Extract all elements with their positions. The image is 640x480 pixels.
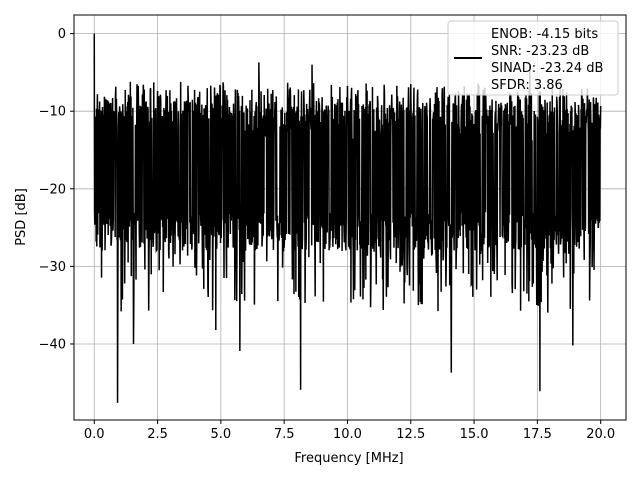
legend: ENOB: -4.15 bits SNR: -23.23 dB SINAD: -…: [447, 20, 619, 96]
x-tick-label: 7.5: [274, 427, 295, 442]
plot-frame: [73, 14, 627, 421]
y-axis-label: PSD [dB]: [14, 188, 29, 246]
legend-snr: SNR: -23.23 dB: [491, 44, 589, 59]
psd-trace-line: [93, 33, 602, 403]
x-tick-label: 15.0: [460, 427, 489, 442]
y-tick-label: 0: [58, 27, 66, 42]
x-tick-label: 2.5: [147, 427, 168, 442]
y-tick-label: −20: [39, 182, 66, 197]
legend-sfdr: SFDR: 3.86: [491, 78, 563, 93]
y-axis-ticks: 0 −10 −20 −30 −40: [39, 27, 74, 352]
x-tick-label: 5.0: [211, 427, 232, 442]
x-tick-label: 20.0: [586, 427, 615, 442]
psd-series: [93, 33, 602, 403]
x-tick-label: 17.5: [523, 427, 552, 442]
legend-box: [447, 20, 619, 96]
x-axis-label: Frequency [MHz]: [294, 451, 403, 466]
legend-sinad: SINAD: -23.24 dB: [491, 61, 603, 76]
y-tick-label: −40: [39, 337, 66, 352]
y-tick-label: −30: [39, 260, 66, 275]
x-tick-label: 0.0: [84, 427, 105, 442]
x-axis-ticks: 0.0 2.5 5.0 7.5 10.0 12.5 15.0 17.5 20.0: [84, 420, 615, 442]
x-tick-label: 12.5: [396, 427, 425, 442]
x-tick-label: 10.0: [333, 427, 362, 442]
legend-enob: ENOB: -4.15 bits: [491, 27, 598, 42]
y-tick-label: −10: [39, 105, 66, 120]
